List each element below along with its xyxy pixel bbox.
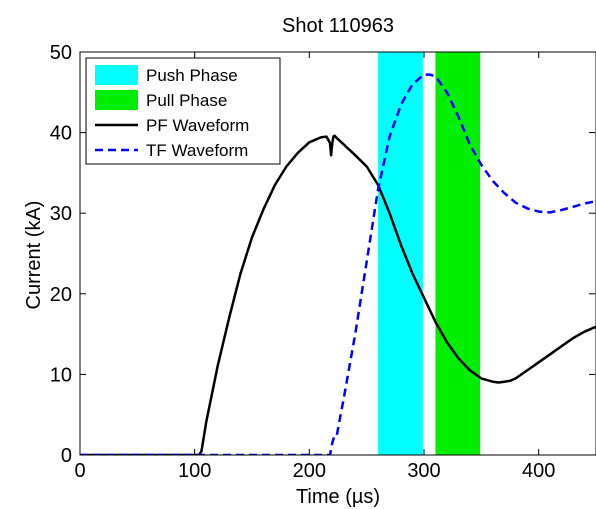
legend-swatch-pull-phase <box>95 90 138 110</box>
y-tick-label: 0 <box>61 445 72 467</box>
x-tick-label: 300 <box>407 460 440 482</box>
legend-swatch-push-phase <box>95 65 138 85</box>
y-axis-label: Current (kA) <box>23 201 45 310</box>
axes-frame <box>79 51 596 456</box>
x-axis-label: Time (µs) <box>296 486 380 508</box>
y-tick-label: 20 <box>50 284 72 306</box>
pf-waveform-line <box>80 134 596 455</box>
x-tick-label: 200 <box>293 460 326 482</box>
x-tick-label: 100 <box>178 460 211 482</box>
y-tick-label: 30 <box>50 203 72 225</box>
phase-band-push <box>378 52 423 455</box>
legend-label-tf-waveform: TF Waveform <box>146 141 248 160</box>
x-tick-label: 400 <box>522 460 555 482</box>
y-tick-label: 40 <box>50 123 72 145</box>
y-tick-label: 10 <box>50 364 72 386</box>
legend-label-pull-phase: Pull Phase <box>146 91 227 110</box>
data-layer <box>80 52 596 455</box>
tf-waveform-line <box>80 73 596 455</box>
phase-band-pull <box>435 52 481 455</box>
plot-area: 0 100 200 300 400 0 10 20 30 40 50 <box>50 42 596 482</box>
x-tick-label: 0 <box>74 460 85 482</box>
legend: Push Phase Pull Phase PF Waveform TF Wavefo… <box>85 57 281 165</box>
legend-label-pf-waveform: PF Waveform <box>146 116 249 135</box>
legend-label-push-phase: Push Phase <box>146 66 238 85</box>
chart-title: Shot 110963 <box>282 15 394 37</box>
y-tick-label: 50 <box>50 42 72 64</box>
